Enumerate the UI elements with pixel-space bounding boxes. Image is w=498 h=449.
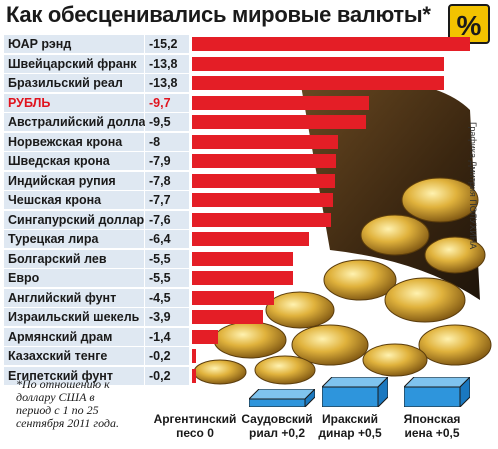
category-label: Индийская рупия (4, 171, 144, 190)
gain-currency-name: Аргентинский (153, 412, 237, 426)
category-label: Болгарский лев (4, 249, 144, 268)
bar (192, 329, 218, 344)
bar (192, 271, 293, 285)
value-label: -9,7 (145, 93, 189, 112)
category-label: Казахский тенге (4, 347, 144, 365)
bar-row: Сингапурский доллар -7,6 (0, 210, 498, 230)
gain-currency-value: песо 0 (176, 426, 214, 440)
category-label: ЮАР рэнд (4, 35, 144, 53)
bar (192, 154, 337, 168)
graphics-credit: Графика Дмитрия ПОЛУХИНА (468, 122, 478, 250)
category-label: Евро (4, 269, 144, 287)
category-label: Турецкая лира (4, 230, 144, 248)
bar-row: Египетский фунт -0,2 (0, 366, 498, 386)
bar-row: Норвежская крона -8 (0, 132, 498, 152)
category-label: Египетский фунт (4, 366, 144, 385)
value-label: -13,8 (145, 54, 189, 73)
bar-row: ЮАР рэнд -15,2 (0, 35, 498, 54)
gain-label: Иракский динар +0,5 (305, 412, 395, 440)
value-label: -0,2 (145, 366, 189, 385)
bar (192, 134, 339, 149)
gain-currency-name: Саудовский (241, 412, 313, 426)
gain-currency-value: динар +0,5 (318, 426, 382, 440)
value-label: -7,6 (145, 210, 189, 229)
category-label: Сингапурский доллар (4, 210, 144, 229)
bar (192, 368, 196, 383)
value-label: -5,5 (145, 249, 189, 268)
bar (192, 95, 370, 110)
category-label: Армянский драм (4, 327, 144, 346)
bar-row: Бразильский реал -13,8 (0, 74, 498, 93)
category-label: Бразильский реал (4, 74, 144, 92)
gain-currency-name: Иракский (322, 412, 378, 426)
category-label: Норвежская крона (4, 132, 144, 151)
gain-currency-name: Японская (403, 412, 461, 426)
category-label: Австралийский доллар (4, 113, 153, 131)
bar-row: Израильский шекель -3,9 (0, 308, 498, 327)
bar (192, 173, 335, 188)
bar (192, 232, 310, 246)
bar (192, 251, 293, 266)
bar (192, 115, 366, 129)
value-label: -1,4 (145, 327, 189, 346)
bar (192, 76, 445, 90)
gain-label: Саудовский риал +0,2 (232, 412, 322, 440)
bar-row: Турецкая лира -6,4 (0, 230, 498, 249)
bar-row: Австралийский доллар -9,5 (0, 113, 498, 132)
bar (192, 212, 331, 227)
bar-row: Евро -5,5 (0, 269, 498, 288)
bar-row: Армянский драм -1,4 (0, 327, 498, 347)
value-label: -7,7 (145, 191, 189, 209)
gain-currency-value: иена +0,5 (404, 426, 460, 440)
category-label: РУБЛЬ (4, 93, 144, 112)
bar-row: Болгарский лев -5,5 (0, 249, 498, 269)
category-label: Швейцарский франк (4, 54, 144, 73)
value-label: -13,8 (145, 74, 189, 92)
value-label: -4,5 (145, 288, 189, 307)
value-label: -5,5 (145, 269, 189, 287)
value-label: -7,8 (145, 171, 189, 190)
value-label: -3,9 (145, 308, 189, 326)
category-label: Английский фунт (4, 288, 144, 307)
value-label: -7,9 (145, 152, 189, 170)
bar (192, 37, 470, 51)
bar (192, 193, 333, 207)
bar (192, 310, 264, 324)
gain-bar (404, 377, 470, 407)
gain-bar (322, 377, 388, 407)
bar-row: Английский фунт -4,5 (0, 288, 498, 308)
category-label: Израильский шекель (4, 308, 144, 326)
category-label: Шведская крона (4, 152, 144, 170)
gain-currency-value: риал +0,2 (248, 426, 306, 440)
bar-row: Швейцарский франк -13,8 (0, 54, 498, 74)
gain-label: Японская иена +0,5 (387, 412, 477, 440)
chart-title: Как обесценивались мировые валюты* (6, 2, 431, 27)
bar-row: Казахский тенге -0,2 (0, 347, 498, 366)
bar-row: Чешская крона -7,7 (0, 191, 498, 210)
category-label: Чешская крона (4, 191, 144, 209)
gain-label: Аргентинский песо 0 (150, 412, 240, 440)
value-label: -0,2 (145, 347, 189, 365)
value-label: -8 (145, 132, 189, 151)
bar (192, 290, 275, 305)
value-label: -6,4 (145, 230, 189, 248)
bar-row: Шведская крона -7,9 (0, 152, 498, 171)
footnote: *По отношению к доллару США в период с 1… (16, 377, 119, 430)
bar-row: Индийская рупия -7,8 (0, 171, 498, 191)
bar (192, 349, 196, 363)
gain-bar (249, 389, 315, 407)
bar (192, 56, 445, 71)
bar-row: РУБЛЬ -9,7 (0, 93, 498, 113)
value-label: -9,5 (145, 113, 189, 131)
value-label: -15,2 (145, 35, 189, 53)
